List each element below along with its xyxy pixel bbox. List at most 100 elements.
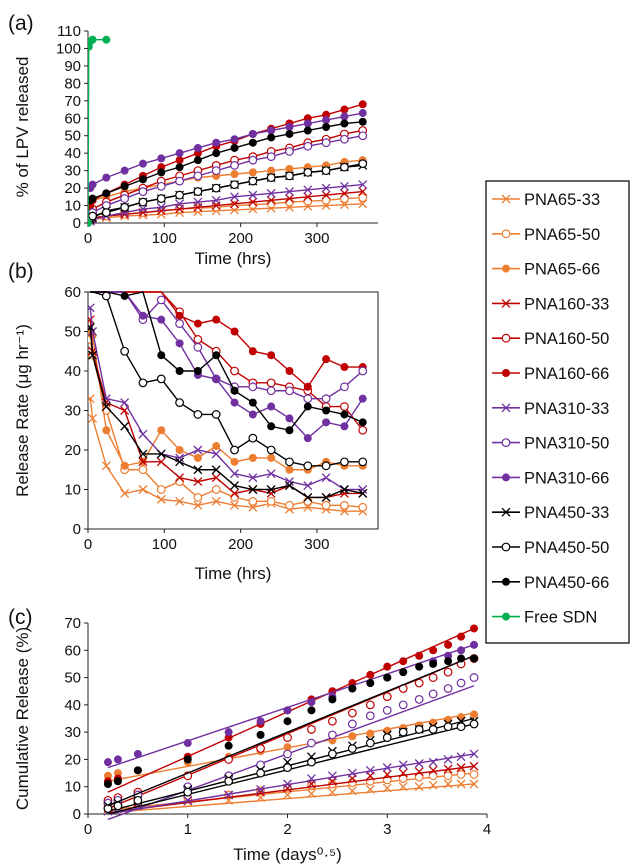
data-point [267,402,276,411]
data-point [321,492,331,502]
data-point [358,502,368,512]
y-axis-label: Release Rate (μg hr⁻¹) [13,324,32,497]
fit-line [107,753,475,815]
data-point [211,465,221,475]
legend-label: PNA310-66 [524,469,609,487]
data-point [283,743,292,752]
plot-area [88,291,368,516]
data-point [327,730,337,740]
y-tick-label: 50 [64,324,81,341]
y-tick-label: 20 [64,180,81,197]
data-point [366,679,375,688]
data-point [322,406,331,415]
legend-marker [501,229,511,239]
y-tick-label: 40 [64,697,81,714]
data-point [157,154,166,163]
data-point [267,133,276,142]
data-point [103,779,112,788]
y-tick-label: 100 [56,40,81,57]
y-tick-label: 40 [64,363,81,380]
data-point [303,167,313,177]
data-point [470,654,479,663]
data-point [248,485,258,494]
data-point [138,197,148,207]
data-point [138,485,148,494]
series-Free SDN [88,35,111,227]
data-point [303,382,312,391]
panel-label: (c) [8,606,33,629]
data-point [414,678,424,688]
data-point [358,100,367,109]
legend-item: PNA65-50 [492,226,600,244]
data-point [193,445,203,455]
fit-line [107,765,475,814]
data-point [120,398,130,408]
data-point [327,749,337,759]
data-point [193,197,203,207]
data-point [88,35,97,44]
data-point [339,485,349,494]
data-point [224,776,234,786]
data-point [340,457,349,467]
data-point [340,112,349,121]
data-point [248,176,258,186]
legend-marker [502,369,510,377]
data-point [133,795,143,805]
data-point [457,632,466,641]
y-tick-label: 10 [64,779,81,796]
series-PNA450-50 [90,291,368,471]
legend-label: PNA65-50 [524,226,600,244]
data-point [366,670,375,679]
data-point [414,725,424,734]
data-point [248,138,257,147]
data-point [414,759,424,768]
data-point [113,777,122,786]
data-point [248,190,258,200]
data-point [88,323,95,333]
data-point [285,129,294,138]
data-point [429,646,438,655]
data-point [266,386,276,396]
x-tick-label: 4 [483,821,491,838]
data-point [156,202,166,212]
data-point [266,469,276,479]
data-point [193,367,202,375]
data-point [101,291,111,301]
data-point [175,176,184,186]
data-point [133,766,142,775]
data-point [138,187,148,196]
data-point [193,493,203,502]
data-point [175,149,184,158]
data-point [347,744,357,753]
data-point [399,668,408,677]
data-point [470,710,479,719]
data-point [340,422,349,431]
data-point [138,175,147,184]
data-point [398,782,408,792]
data-point [339,188,349,198]
x-tick-label: 1 [184,821,192,838]
data-point [248,129,257,138]
x-tick-label: 300 [304,230,329,247]
data-point [382,733,392,742]
data-point [340,119,349,128]
y-tick-label: 50 [64,670,81,687]
data-point [285,426,294,435]
data-point [193,156,202,165]
data-point [266,188,276,198]
data-point [230,457,239,466]
x-tick-label: 200 [228,230,253,247]
series-line [90,291,363,467]
data-point [322,116,331,125]
data-point [358,457,368,467]
legend-marker [502,612,510,621]
data-point [365,765,375,775]
data-point [88,194,97,203]
data-point [358,117,367,126]
data-point [303,492,313,502]
data-point [428,725,438,734]
legend-item: PNA310-33 [492,400,609,418]
data-point [120,291,129,300]
data-point [175,190,184,200]
data-point [285,147,294,156]
